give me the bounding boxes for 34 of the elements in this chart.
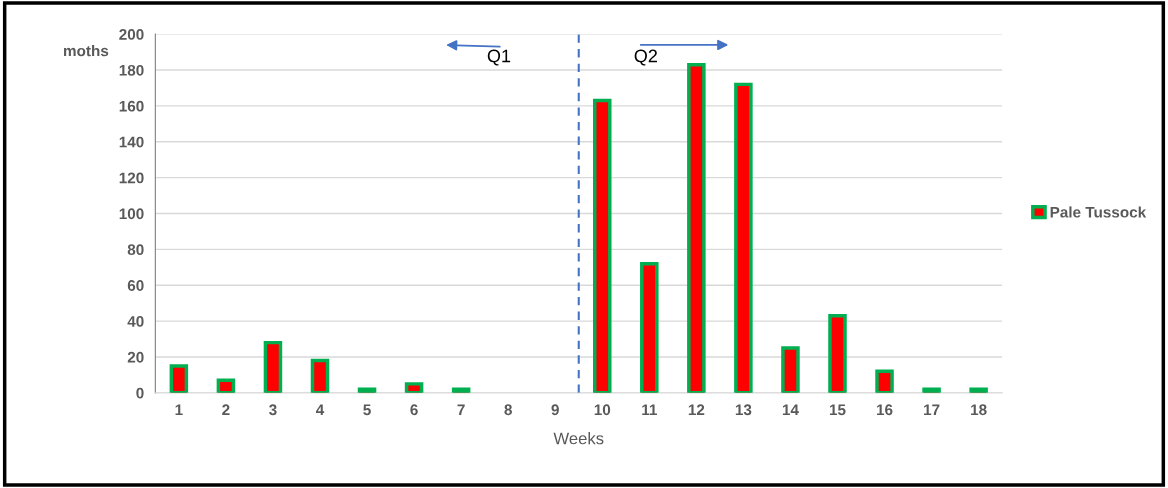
x-tick-label: 1 xyxy=(175,404,183,416)
x-tick-label: 2 xyxy=(222,404,230,416)
x-tick-label: 11 xyxy=(642,404,657,416)
x-tick-label: 18 xyxy=(971,404,987,416)
x-tick-label: 6 xyxy=(410,404,418,416)
annotation: Q1 xyxy=(487,49,511,66)
x-axis-title: Weeks xyxy=(553,432,604,445)
x-tick-label: 17 xyxy=(924,404,940,416)
y-tick-label: 120 xyxy=(119,172,144,184)
x-tick-label: 3 xyxy=(269,404,277,416)
y-tick-label: 160 xyxy=(119,100,144,112)
y-tick-label: 40 xyxy=(127,315,144,327)
x-tick-label: 7 xyxy=(457,404,465,416)
legend-label: Pale Tussock xyxy=(1050,206,1147,218)
y-tick-label: 20 xyxy=(127,351,144,363)
y-tick-label: 80 xyxy=(127,244,144,256)
x-tick-label: 10 xyxy=(594,404,611,416)
y-tick-label: 100 xyxy=(119,208,144,220)
x-tick-label: 16 xyxy=(877,404,893,416)
x-tick-label: 5 xyxy=(363,404,371,416)
annotation: Q2 xyxy=(634,49,657,66)
y-tick-label: 180 xyxy=(119,64,144,76)
y-tick-label: 200 xyxy=(119,29,144,40)
y-tick-label: 0 xyxy=(136,387,144,399)
x-tick-label: 8 xyxy=(504,404,512,416)
y-tick-label: 140 xyxy=(119,136,144,148)
y-axis-title: moths xyxy=(64,45,109,57)
x-tick-label: 13 xyxy=(735,404,752,416)
x-tick-label: 15 xyxy=(829,404,846,416)
x-tick-label: 9 xyxy=(551,404,559,416)
x-tick-label: 12 xyxy=(688,404,705,416)
x-tick-label: 4 xyxy=(315,404,325,416)
x-tick-label: 14 xyxy=(782,404,799,416)
y-tick-label: 60 xyxy=(127,280,144,291)
